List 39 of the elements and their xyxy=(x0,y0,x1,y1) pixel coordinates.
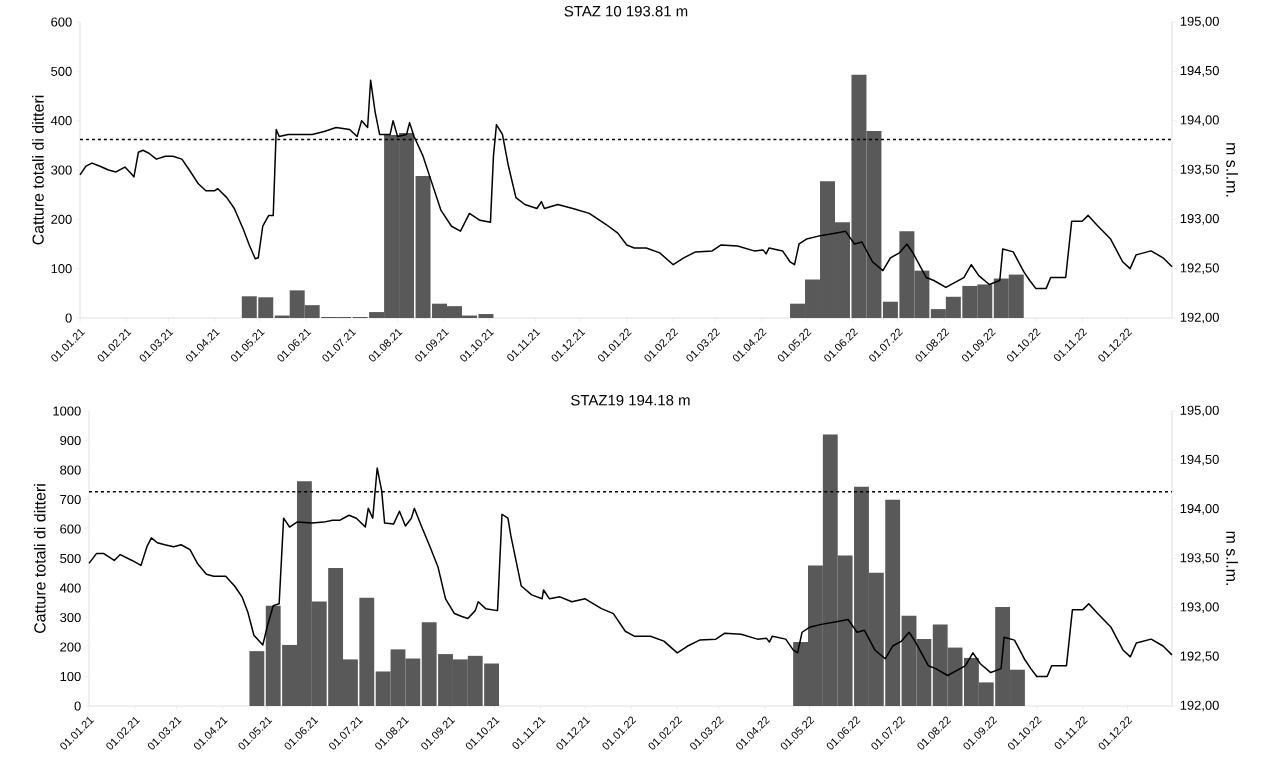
y-tick-label: 300 xyxy=(51,165,72,175)
y2-tick-label: 194,00 xyxy=(1180,503,1219,515)
y2-tick-label: 192,50 xyxy=(1180,263,1219,275)
y-tick-label: 600 xyxy=(60,524,81,534)
y2-tick-label: 194,00 xyxy=(1180,115,1219,127)
y2-axis-title: m s.l.m. xyxy=(1226,531,1238,585)
y-tick-label: 200 xyxy=(51,214,72,224)
y-tick-label: 100 xyxy=(60,671,81,682)
y-tick-label: 700 xyxy=(60,494,81,505)
bar xyxy=(249,651,265,706)
y2-tick-label: 193,00 xyxy=(1180,602,1219,614)
y-axis-title: Catture totali di ditteri xyxy=(32,95,44,245)
y2-tick-label: 193,00 xyxy=(1180,213,1219,225)
chart-title: STAZ19 194.18 m xyxy=(571,394,690,406)
y2-tick-label: 195,00 xyxy=(1180,405,1219,417)
y2-tick-label: 193,50 xyxy=(1180,164,1219,176)
y-tick-label: 600 xyxy=(51,17,72,27)
y-tick-label: 800 xyxy=(60,465,81,475)
y-tick-label: 0 xyxy=(65,313,72,323)
y2-tick-label: 192,50 xyxy=(1180,651,1219,663)
y-tick-label: 200 xyxy=(60,642,81,652)
y-tick-label: 500 xyxy=(51,66,72,76)
y2-tick-label: 195,00 xyxy=(1180,16,1219,28)
y2-tick-label: 193,50 xyxy=(1180,553,1219,564)
y2-tick-label: 192,00 xyxy=(1180,700,1219,712)
y2-tick-label: 194,50 xyxy=(1180,454,1219,466)
y-axis-title: Catture totali di ditteri xyxy=(33,484,46,633)
y-tick-label: 100 xyxy=(51,264,72,274)
y-tick-label: 0 xyxy=(74,701,81,711)
y-tick-label: 500 xyxy=(60,553,81,564)
y-tick-label: 400 xyxy=(50,116,72,126)
y-tick-label: 300 xyxy=(60,612,81,623)
y-tick-label: 900 xyxy=(60,435,81,446)
y-tick-label: 400 xyxy=(59,583,81,593)
y2-axis-title: m s.l.m. xyxy=(1226,143,1238,197)
y2-tick-label: 192,00 xyxy=(1180,312,1219,324)
chart-title: STAZ 10 193.81 m xyxy=(564,5,688,17)
y2-tick-label: 194,50 xyxy=(1180,65,1219,77)
y-tick-label: 1000 xyxy=(53,406,81,416)
